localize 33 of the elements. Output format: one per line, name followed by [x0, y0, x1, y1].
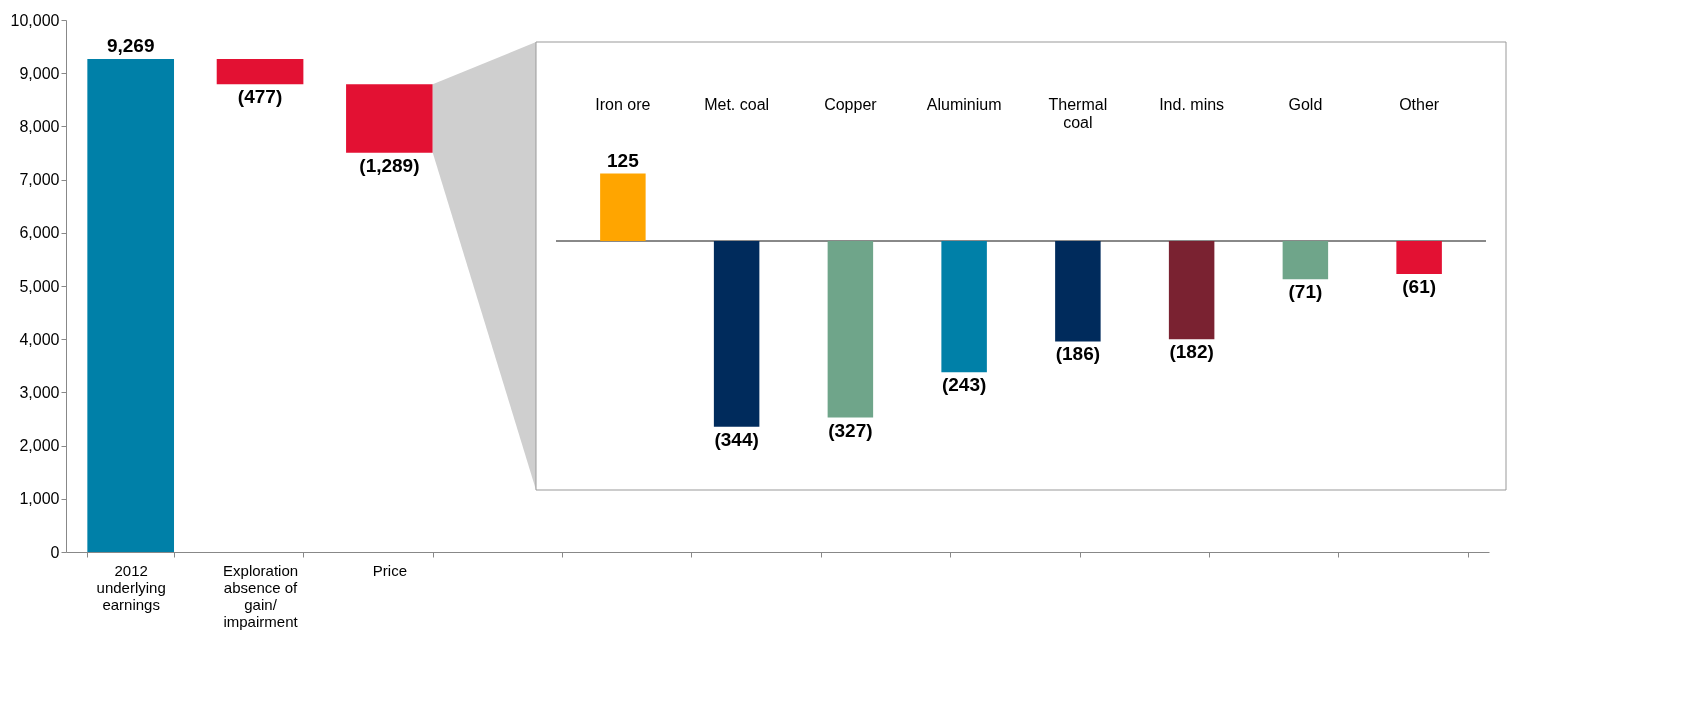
data-label: (1,289): [359, 154, 420, 176]
y-tick-label: 9,000: [19, 64, 60, 82]
x-tick-label: Met. coal: [704, 96, 770, 113]
y-tick-label: 1,000: [19, 490, 60, 508]
y-tick-label: 4,000: [19, 330, 60, 348]
x-tick-label: 2012 underlying earnings: [96, 561, 166, 613]
data-label: (327): [828, 419, 873, 441]
data-label: (344): [714, 428, 759, 450]
y-tick-label: 8,000: [19, 117, 60, 135]
y-tick-label: 2,000: [19, 437, 60, 455]
y-tick-label: 6,000: [19, 224, 60, 242]
y-tick-label: 3,000: [19, 383, 60, 401]
x-tick-label: Thermal coal: [1048, 96, 1108, 131]
x-tick-label: Aluminium: [926, 96, 1002, 113]
data-label: (182): [1169, 341, 1214, 363]
x-tick-label: Price: [372, 561, 407, 579]
x-tick-label: Exploration absence of gain/ impairment: [223, 561, 299, 630]
x-tick-label: Gold: [1288, 96, 1323, 113]
x-tick-label: Iron ore: [595, 96, 651, 113]
data-label: (186): [1055, 343, 1101, 365]
y-tick-label: 10,000: [10, 11, 60, 29]
y-tick-label: 5,000: [19, 277, 60, 295]
x-tick-label: Other: [1399, 96, 1440, 113]
data-label: (61): [1402, 275, 1437, 297]
x-tick-label: Ind. mins: [1159, 96, 1225, 113]
x-tick-label: Copper: [824, 96, 878, 113]
data-label: 9,269: [106, 34, 155, 56]
data-label: 125: [607, 149, 640, 171]
y-tick-label: 7,000: [19, 171, 60, 189]
data-label: (477): [237, 86, 283, 108]
y-tick-label: 0: [50, 543, 60, 561]
data-label: (71): [1288, 281, 1323, 303]
data-label: (243): [941, 374, 987, 396]
